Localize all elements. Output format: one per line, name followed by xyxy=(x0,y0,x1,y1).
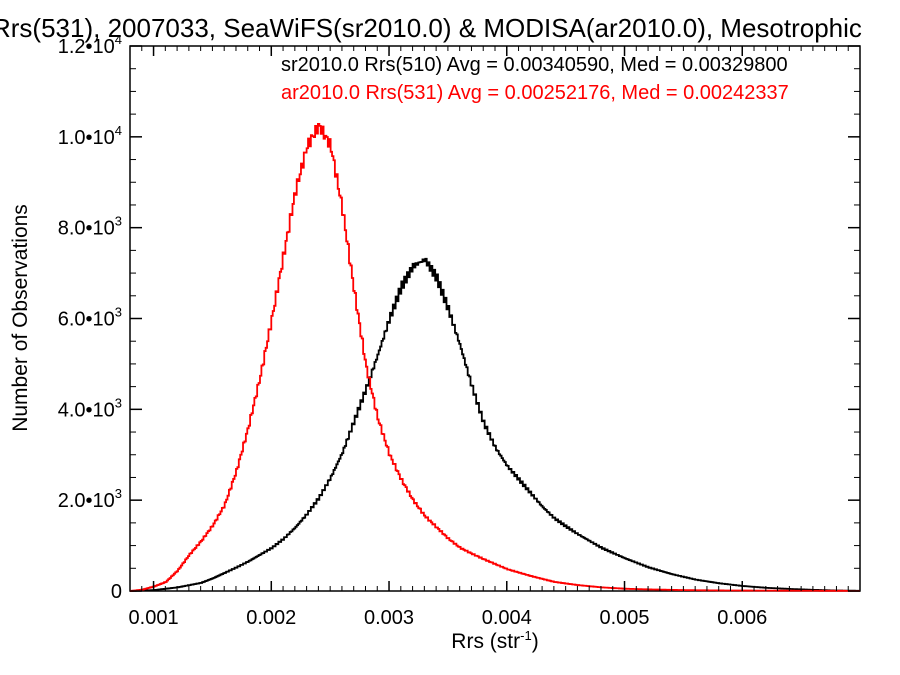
x-axis-label-exponent: -1 xyxy=(520,628,532,643)
series-ar2010-line xyxy=(130,123,860,592)
chart-title: Rrs(531), 2007033, SeaWiFS(sr2010.0) & M… xyxy=(0,13,862,43)
y-tick-label: 0 xyxy=(111,581,122,603)
x-tick-label: 0.001 xyxy=(129,607,179,629)
plot-frame xyxy=(129,45,861,592)
x-tick-label: 0.004 xyxy=(482,607,532,629)
x-axis-label-main: Rrs (str xyxy=(451,630,520,653)
legend: sr2010.0 Rrs(510) Avg = 0.00340590, Med … xyxy=(281,54,789,104)
y-axis-label: Number of Observations xyxy=(9,204,32,432)
y-tick-label: 8.0•103 xyxy=(58,214,122,240)
legend-entry-sr2010: sr2010.0 Rrs(510) Avg = 0.00340590, Med … xyxy=(281,54,788,76)
plot-area: 0.001 0.002 0.003 0.004 0.005 0.006 0 2.0•103 4.… xyxy=(58,32,861,629)
y-tick-label: 6.0•103 xyxy=(58,305,122,331)
ticks-layer: 0.001 0.002 0.003 0.004 0.005 0.006 0 2.0•103 4.… xyxy=(58,32,860,629)
x-axis-label: Rrs (str-1) xyxy=(451,628,538,653)
y-tick-label: 1.0•104 xyxy=(58,123,122,149)
x-axis-label-close: ) xyxy=(532,630,539,653)
x-tick-label: 0.006 xyxy=(717,607,767,629)
y-tick-label: 2.0•103 xyxy=(58,486,122,512)
series-sr2010-line xyxy=(130,257,860,592)
series-layer xyxy=(130,123,860,592)
x-tick-label: 0.002 xyxy=(246,607,296,629)
y-tick-label: 1.2•104 xyxy=(58,32,122,58)
x-tick-label: 0.005 xyxy=(599,607,649,629)
y-tick-label: 4.0•103 xyxy=(58,395,122,421)
x-tick-label: 0.003 xyxy=(364,607,414,629)
legend-entry-ar2010: ar2010.0 Rrs(531) Avg = 0.00252176, Med … xyxy=(281,82,789,104)
